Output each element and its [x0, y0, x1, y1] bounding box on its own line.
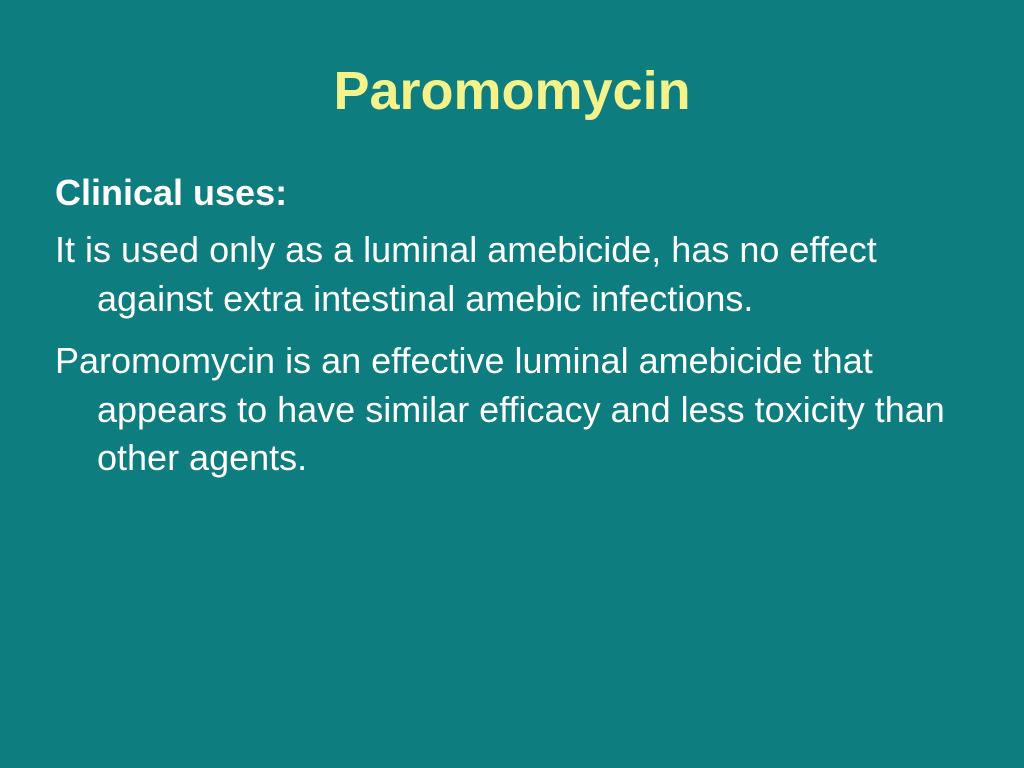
slide-title: Paromomycin [55, 60, 969, 122]
slide-paragraph-2: Paromomycin is an effective luminal ameb… [55, 337, 969, 483]
slide-paragraph-1: It is used only as a luminal amebicide, … [55, 226, 969, 323]
slide-subtitle: Clinical uses: [55, 172, 969, 214]
slide-container: Paromomycin Clinical uses: It is used on… [0, 0, 1024, 768]
